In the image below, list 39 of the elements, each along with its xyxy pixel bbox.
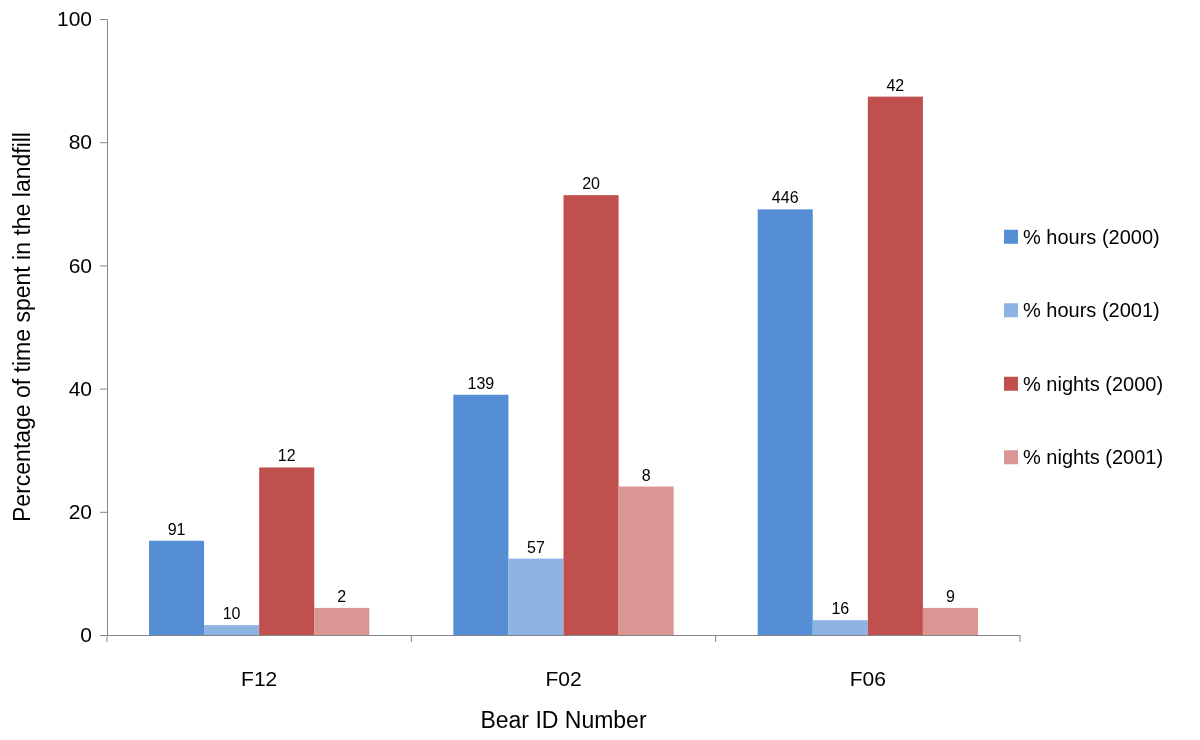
y-tick-label: 40	[68, 376, 92, 400]
annotation: 42	[886, 76, 905, 94]
annotation: 20	[582, 175, 601, 193]
legend-label: % hours (2000)	[1023, 225, 1160, 248]
bar	[867, 96, 923, 635]
y-tick-label: 80	[68, 130, 92, 154]
x-tick-label: F06	[849, 666, 886, 690]
legend-label: % nights (2000)	[1023, 372, 1164, 395]
annotation: 2	[337, 587, 347, 605]
annotation: 446	[771, 189, 799, 207]
bar	[922, 607, 978, 635]
bar	[757, 209, 813, 635]
annotation: 57	[527, 538, 545, 556]
x-tick-label: F12	[241, 666, 278, 690]
x-axis-title: Bear ID Number	[480, 707, 647, 733]
annotation: 10	[222, 605, 241, 623]
y-axis-title: Percentage of time spent in the landfill	[9, 132, 35, 522]
bar	[149, 540, 205, 635]
y-tick-label: 60	[68, 253, 92, 277]
bar	[259, 467, 315, 635]
bar	[812, 620, 868, 635]
bar	[453, 394, 509, 635]
bar	[508, 558, 564, 635]
legend-label: % hours (2001)	[1023, 299, 1160, 322]
bar	[314, 607, 370, 635]
annotation: 139	[467, 374, 495, 392]
bar	[204, 625, 260, 635]
annotation: 16	[831, 600, 850, 618]
annotation: 12	[277, 447, 296, 465]
annotation: 8	[641, 466, 651, 484]
y-tick-label: 20	[68, 500, 92, 524]
y-tick-label: 0	[80, 623, 92, 647]
x-tick-label: F02	[545, 666, 582, 690]
bar	[618, 486, 674, 635]
y-tick-label: 100	[56, 7, 92, 31]
annotation: 91	[167, 520, 186, 538]
annotation: 9	[946, 587, 956, 605]
legend-label: % nights (2001)	[1023, 446, 1164, 469]
bar	[563, 195, 619, 635]
